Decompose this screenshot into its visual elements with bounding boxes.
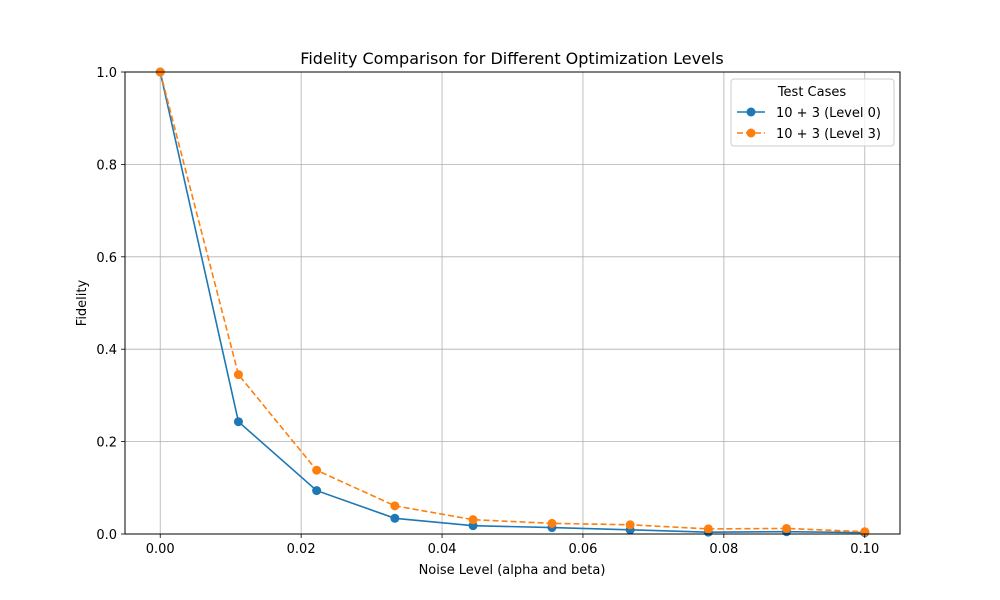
y-tick-label: 0.4: [96, 343, 117, 358]
x-tick-label: 0.06: [568, 542, 597, 557]
y-tick-label: 1.0: [96, 66, 117, 81]
y-tick-label: 0.6: [96, 251, 117, 266]
chart-title: Fidelity Comparison for Different Optimi…: [300, 49, 723, 68]
legend-entry: 10 + 3 (Level 0): [737, 106, 881, 121]
ticks: 0.00 0.02 0.04 0.06 0.08 0.10 0.0 0.2 0.4 0.6 0.8 1…: [96, 66, 879, 557]
data-point: [782, 523, 792, 533]
data-point: [547, 518, 557, 528]
series-layer: [155, 67, 870, 538]
data-point: [703, 524, 713, 534]
data-point: [625, 520, 635, 530]
data-point: [390, 501, 400, 511]
y-tick-label: 0.8: [96, 158, 117, 173]
legend-label: 10 + 3 (Level 0): [776, 106, 881, 121]
x-tick-label: 0.10: [850, 542, 879, 557]
x-tick-label: 0.08: [709, 542, 738, 557]
plot-frame: [124, 71, 901, 535]
legend-box: [730, 78, 895, 147]
data-point: [468, 515, 478, 525]
data-point: [312, 486, 322, 496]
data-point: [312, 465, 322, 475]
y-axis-label: Fidelity: [75, 279, 90, 326]
x-axis-label: Noise Level (alpha and beta): [419, 563, 606, 578]
data-point: [233, 417, 243, 427]
legend-marker: [746, 107, 756, 117]
legend-entry: 10 + 3 (Level 3): [737, 127, 881, 142]
y-tick-label: 0.2: [96, 436, 117, 451]
legend-title: Test Cases: [777, 85, 847, 100]
series-line: [159, 71, 865, 533]
y-tick-label: 0.0: [96, 528, 117, 543]
data-point: [233, 370, 243, 380]
data-point: [390, 513, 400, 523]
x-tick-label: 0.02: [287, 542, 316, 557]
legend: Test Cases 10 + 3 (Level 0) 10 + 3 (Level…: [730, 78, 895, 147]
x-tick-label: 0.00: [146, 542, 175, 557]
x-tick-label: 0.04: [428, 542, 457, 557]
legend-marker: [746, 128, 756, 138]
legend-label: 10 + 3 (Level 3): [776, 127, 881, 142]
series-line: [159, 71, 865, 534]
